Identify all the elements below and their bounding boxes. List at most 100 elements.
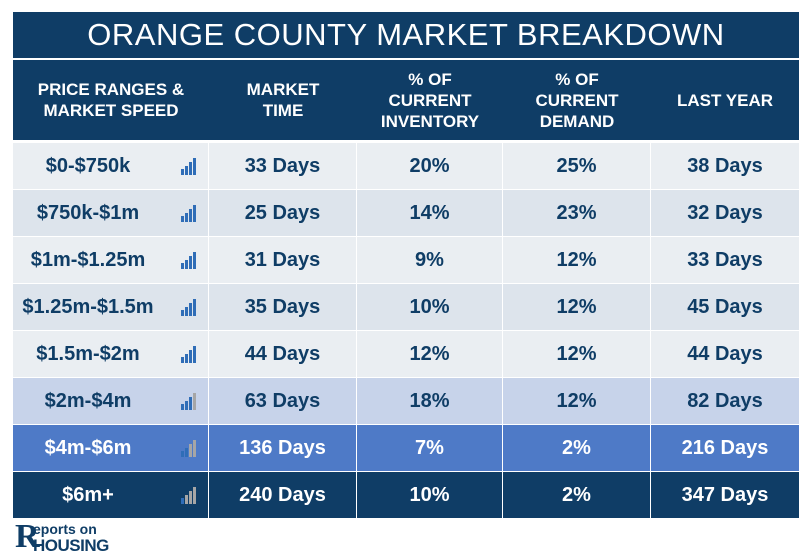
table-row: $6m+ 240 Days 10% 2% 347 Days (13, 472, 799, 518)
reports-on-housing-logo: R eports on HOUSING (15, 518, 109, 555)
header-demand: % OF CURRENT DEMAND (535, 69, 619, 131)
signal-bar (193, 346, 196, 363)
cell-price-range: $1m-$1.25m (13, 237, 209, 283)
market-speed-signal-icon (181, 440, 196, 457)
market-speed-signal-icon (181, 252, 196, 269)
signal-bar (189, 303, 192, 316)
market-speed-signal-icon (181, 346, 196, 363)
cell-last-year: 38 Days (687, 154, 763, 177)
cell-inventory: 18% (357, 378, 503, 424)
cell-last-year: 82 Days (687, 389, 763, 412)
cell-inventory: 12% (357, 331, 503, 377)
signal-bar (185, 166, 188, 175)
cell-last-year: 44 Days (687, 342, 763, 365)
cell-inventory: 20% (357, 143, 503, 189)
price-range-label: $750k-$1m (36, 202, 140, 224)
cell-inventory: 9% (357, 237, 503, 283)
signal-bar (193, 205, 196, 222)
header-market-time: MARKET TIME (246, 80, 320, 120)
signal-bar (185, 260, 188, 269)
signal-bar (189, 397, 192, 410)
header-price-ranges: PRICE RANGES & MARKET SPEED (37, 80, 185, 120)
cell-price-range: $4m-$6m (13, 425, 209, 471)
cell-demand: 12% (503, 284, 651, 330)
signal-bar (185, 307, 188, 316)
header-last-year: LAST YEAR (676, 90, 774, 110)
signal-bar (189, 162, 192, 175)
price-range-label: $4m-$6m (44, 437, 132, 459)
cell-price-range: $2m-$4m (13, 378, 209, 424)
cell-market-time: 240 Days (209, 472, 357, 518)
signal-bar (193, 440, 196, 457)
cell-inventory: 7% (357, 425, 503, 471)
table-row: $4m-$6m 136 Days 7% 2% 216 Days (13, 425, 799, 471)
cell-market-time: 63 Days (209, 378, 357, 424)
signal-bar (185, 401, 188, 410)
cell-last-year: 33 Days (687, 248, 763, 271)
signal-bar (185, 213, 188, 222)
price-range-label: $1.5m-$2m (36, 343, 140, 365)
cell-demand: 12% (503, 237, 651, 283)
cell-demand: 2% (503, 425, 651, 471)
market-speed-signal-icon (181, 299, 196, 316)
cell-market-time: 31 Days (209, 237, 357, 283)
signal-bar (181, 216, 184, 222)
cell-last-year: 45 Days (687, 295, 763, 318)
cell-demand: 23% (503, 190, 651, 236)
price-range-label: $1m-$1.25m (30, 249, 146, 271)
cell-inventory: 10% (357, 284, 503, 330)
signal-bar (189, 209, 192, 222)
cell-last-year: 347 Days (681, 483, 769, 506)
cell-inventory: 14% (357, 190, 503, 236)
cell-demand: 12% (503, 378, 651, 424)
cell-price-range: $0-$750k (13, 143, 209, 189)
signal-bar (185, 354, 188, 363)
signal-bar (181, 451, 184, 457)
signal-bar (193, 158, 196, 175)
cell-market-time: 25 Days (209, 190, 357, 236)
signal-bar (181, 404, 184, 410)
price-range-label: $1.25m-$1.5m (22, 296, 154, 318)
signal-bar (189, 491, 192, 504)
cell-market-time: 44 Days (209, 331, 357, 377)
cell-demand: 25% (503, 143, 651, 189)
signal-bar (181, 310, 184, 316)
market-speed-signal-icon (181, 158, 196, 175)
price-range-label: $0-$750k (45, 155, 131, 177)
page-title: ORANGE COUNTY MARKET BREAKDOWN (13, 12, 799, 58)
signal-bar (189, 256, 192, 269)
market-speed-signal-icon (181, 205, 196, 222)
signal-bar (193, 393, 196, 410)
table-header: PRICE RANGES & MARKET SPEED MARKET TIME … (13, 60, 799, 140)
market-speed-signal-icon (181, 393, 196, 410)
signal-bar (193, 299, 196, 316)
signal-bar (193, 252, 196, 269)
signal-bar (193, 487, 196, 504)
signal-bar (181, 357, 184, 363)
cell-market-time: 33 Days (209, 143, 357, 189)
cell-demand: 2% (503, 472, 651, 518)
cell-demand: 12% (503, 331, 651, 377)
signal-bar (185, 495, 188, 504)
signal-bar (181, 498, 184, 504)
cell-last-year: 216 Days (681, 436, 769, 459)
signal-bar (189, 350, 192, 363)
cell-market-time: 136 Days (209, 425, 357, 471)
cell-price-range: $1.25m-$1.5m (13, 284, 209, 330)
price-range-label: $2m-$4m (44, 390, 132, 412)
cell-price-range: $750k-$1m (13, 190, 209, 236)
market-speed-signal-icon (181, 487, 196, 504)
cell-price-range: $6m+ (13, 472, 209, 518)
signal-bar (189, 444, 192, 457)
header-inventory: % OF CURRENT INVENTORY (380, 69, 480, 131)
signal-bar (181, 169, 184, 175)
table-row: $1m-$1.25m 31 Days 9% 12% 33 Days (13, 237, 799, 283)
cell-last-year: 32 Days (687, 201, 763, 224)
signal-bar (185, 448, 188, 457)
cell-price-range: $1.5m-$2m (13, 331, 209, 377)
table-row: $2m-$4m 63 Days 18% 12% 82 Days (13, 378, 799, 424)
cell-market-time: 35 Days (209, 284, 357, 330)
table-row: $750k-$1m 25 Days 14% 23% 32 Days (13, 190, 799, 236)
table-row: $1.25m-$1.5m 35 Days 10% 12% 45 Days (13, 284, 799, 330)
cell-inventory: 10% (357, 472, 503, 518)
